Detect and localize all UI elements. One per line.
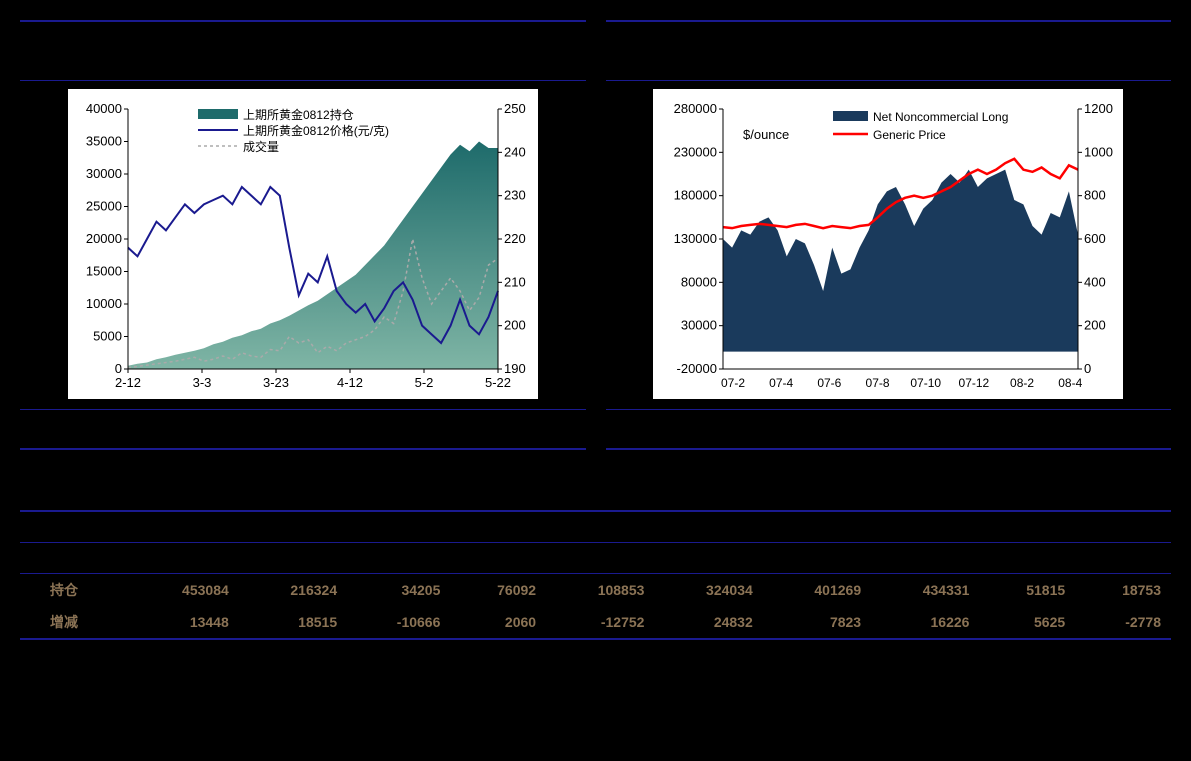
table-cell: 16226 xyxy=(871,606,979,639)
svg-text:上期所黄金0812持仓: 上期所黄金0812持仓 xyxy=(243,107,354,122)
left-chart-panel: 0 5000 10000 15000 20000 25000 30000 35000 40000… xyxy=(20,20,586,450)
svg-text:成交量: 成交量 xyxy=(243,139,279,154)
row-label: 增减 xyxy=(20,606,130,639)
table-cell: 2060 xyxy=(450,606,546,639)
table-cell: 76092 xyxy=(450,574,546,607)
svg-text:40000: 40000 xyxy=(86,101,122,116)
right-chart-caption-area xyxy=(606,409,1172,440)
svg-text:30000: 30000 xyxy=(681,318,717,333)
svg-text:240: 240 xyxy=(504,144,526,159)
svg-text:Net Noncommercial Long: Net Noncommercial Long xyxy=(873,110,1008,124)
svg-text:230: 230 xyxy=(504,188,526,203)
table-cell: 13448 xyxy=(130,606,238,639)
table-row: 持仓45308421632434205760921088533240344012… xyxy=(20,574,1171,607)
right-chart-panel: -20000 30000 80000 130000 180000 230000 280000… xyxy=(606,20,1172,450)
table-row: 增减1344818515-106662060-12752248327823162… xyxy=(20,606,1171,639)
svg-text:210: 210 xyxy=(504,274,526,289)
svg-text:0: 0 xyxy=(1084,361,1091,376)
svg-text:130000: 130000 xyxy=(674,231,717,246)
svg-text:0: 0 xyxy=(115,361,122,376)
right-chart-title-area xyxy=(606,30,1172,81)
right-chart: -20000 30000 80000 130000 180000 230000 280000… xyxy=(653,89,1123,399)
svg-text:200: 200 xyxy=(1084,318,1106,333)
svg-text:200: 200 xyxy=(504,318,526,333)
charts-row: 0500010000150002000025000300003500040000… xyxy=(20,20,1171,450)
table-cell: 18515 xyxy=(239,606,347,639)
svg-text:07-8: 07-8 xyxy=(866,376,890,390)
table-cell: 24832 xyxy=(654,606,762,639)
svg-text:5000: 5000 xyxy=(93,329,122,344)
svg-text:220: 220 xyxy=(504,231,526,246)
svg-text:35000: 35000 xyxy=(86,134,122,149)
svg-text:3-3: 3-3 xyxy=(192,375,211,390)
svg-text:20000: 20000 xyxy=(86,231,122,246)
svg-text:180000: 180000 xyxy=(674,188,717,203)
table-cell: 51815 xyxy=(979,574,1075,607)
svg-text:30000: 30000 xyxy=(86,166,122,181)
table-cell: 434331 xyxy=(871,574,979,607)
table-title-area xyxy=(20,512,1171,543)
table-cell: 18753 xyxy=(1075,574,1171,607)
svg-text:10000: 10000 xyxy=(86,296,122,311)
left-chart-caption-area xyxy=(20,409,586,440)
table-cell: 5625 xyxy=(979,606,1075,639)
svg-text:15000: 15000 xyxy=(86,264,122,279)
svg-text:4-12: 4-12 xyxy=(337,375,363,390)
svg-text:250: 250 xyxy=(504,101,526,116)
svg-text:Generic Price: Generic Price xyxy=(873,128,946,142)
left-chart: 0 5000 10000 15000 20000 25000 30000 35000 40000… xyxy=(68,89,538,399)
table-cell: 34205 xyxy=(347,574,450,607)
svg-text:800: 800 xyxy=(1084,188,1106,203)
holdings-table: 持仓45308421632434205760921088533240344012… xyxy=(20,573,1171,640)
svg-text:400: 400 xyxy=(1084,274,1106,289)
left-chart-title-area xyxy=(20,30,586,81)
svg-text:上期所黄金0812价格(元/克): 上期所黄金0812价格(元/克) xyxy=(243,123,389,138)
table-cell: 401269 xyxy=(763,574,871,607)
svg-text:5-22: 5-22 xyxy=(485,375,511,390)
left-chart-container: 0 5000 10000 15000 20000 25000 30000 35000 40000… xyxy=(68,89,538,399)
table-cell: -12752 xyxy=(546,606,654,639)
svg-text:25000: 25000 xyxy=(86,199,122,214)
svg-text:230000: 230000 xyxy=(674,144,717,159)
table-cell: 453084 xyxy=(130,574,238,607)
table-cell: 7823 xyxy=(763,606,871,639)
svg-text:07-6: 07-6 xyxy=(818,376,842,390)
table-cell: 216324 xyxy=(239,574,347,607)
svg-text:07-4: 07-4 xyxy=(769,376,793,390)
table-cell: 108853 xyxy=(546,574,654,607)
table-cell: -2778 xyxy=(1075,606,1171,639)
svg-text:2-12: 2-12 xyxy=(115,375,141,390)
svg-text:08-2: 08-2 xyxy=(1010,376,1034,390)
svg-text:07-10: 07-10 xyxy=(911,376,942,390)
svg-text:$/ounce: $/ounce xyxy=(743,127,789,142)
table-section: 持仓45308421632434205760921088533240344012… xyxy=(20,510,1171,640)
svg-text:600: 600 xyxy=(1084,231,1106,246)
svg-text:08-4: 08-4 xyxy=(1058,376,1082,390)
table-cell: -10666 xyxy=(347,606,450,639)
right-chart-container: -20000 30000 80000 130000 180000 230000 280000… xyxy=(653,89,1123,399)
svg-text:07-12: 07-12 xyxy=(959,376,990,390)
svg-text:80000: 80000 xyxy=(681,274,717,289)
row-label: 持仓 xyxy=(20,574,130,607)
table-cell: 324034 xyxy=(654,574,762,607)
svg-text:1200: 1200 xyxy=(1084,101,1113,116)
svg-text:1000: 1000 xyxy=(1084,144,1113,159)
svg-text:5-2: 5-2 xyxy=(414,375,433,390)
svg-text:-20000: -20000 xyxy=(677,361,717,376)
svg-text:07-2: 07-2 xyxy=(721,376,745,390)
svg-text:190: 190 xyxy=(504,361,526,376)
svg-text:3-23: 3-23 xyxy=(263,375,289,390)
svg-text:280000: 280000 xyxy=(674,101,717,116)
